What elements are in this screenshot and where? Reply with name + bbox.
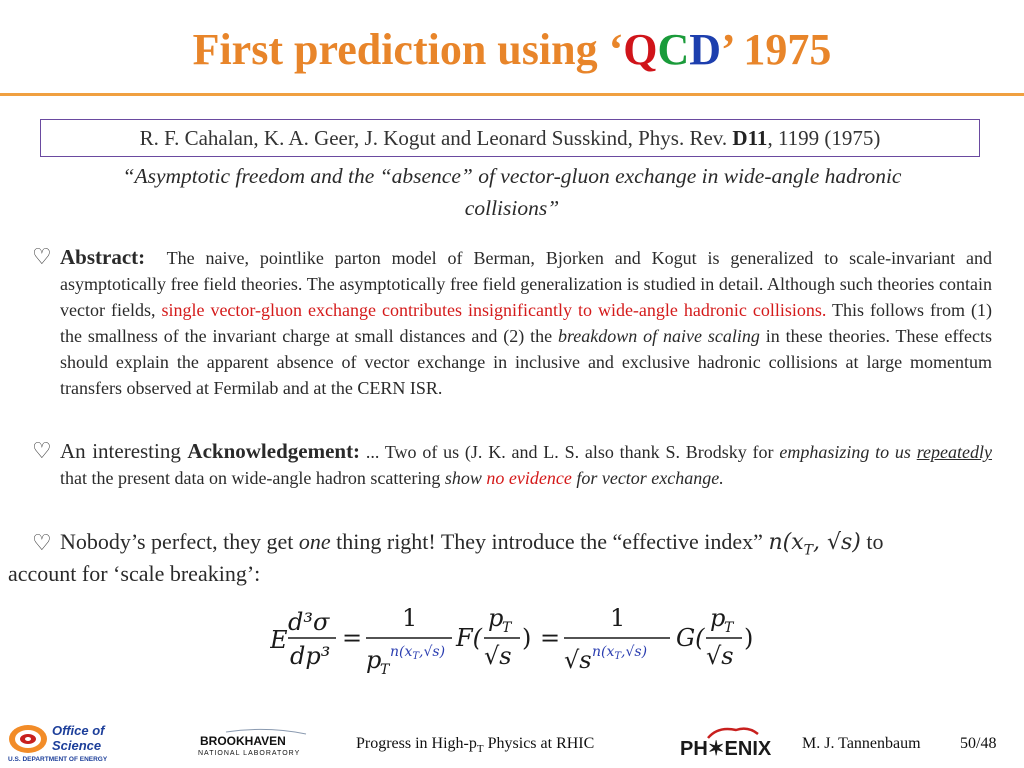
- eq-G-num: p: [710, 604, 725, 632]
- abstract-highlight: single vector-gluon exchange contributes…: [161, 300, 827, 320]
- eq-equals-1: =: [342, 624, 362, 652]
- eq-F-num: p: [488, 604, 503, 632]
- eq-F-den: √s: [484, 642, 512, 670]
- effective-index-text-3: to: [860, 529, 884, 554]
- effective-index-line-1: Nobody’s perfect, they get one thing rig…: [60, 526, 1020, 566]
- eq-numerator-2: 1: [610, 604, 625, 632]
- acknowledgement-italic-1: emphasizing to us: [779, 442, 917, 462]
- heart-bullet-icon: ♡: [32, 245, 52, 270]
- acknowledgement-text-1: ... Two of us (J. K. and L. S. also than…: [360, 442, 780, 462]
- author-name: M. J. Tannenbaum: [802, 735, 921, 752]
- effective-index-text-1: Nobody’s perfect, they get: [60, 529, 299, 554]
- abstract-heading: Abstract:: [60, 245, 146, 269]
- eq-dp3: dp³: [290, 642, 330, 670]
- paper-title-line-2: collisions”: [464, 196, 560, 220]
- eq-numerator-1: 1: [402, 604, 417, 632]
- heart-bullet-icon: ♡: [32, 439, 52, 464]
- office-line-1: Office of: [52, 723, 106, 738]
- abstract-text-1: The naive, pointlike parton model of Ber…: [60, 248, 992, 320]
- phenix-logo: PH✶ENIX: [680, 727, 772, 760]
- acknowledgement-italic-3: for vector exchange.: [576, 468, 724, 488]
- talk-title: Progress in High-pT Physics at RHIC: [356, 735, 595, 756]
- acknowledgement-highlight: no evidence: [481, 468, 572, 488]
- eq-G: G(: [676, 624, 705, 652]
- slide-footer: [0, 710, 1024, 768]
- abstract-paragraph: Abstract: The naive, pointlike parton mo…: [60, 244, 992, 401]
- eq-F-num-sub: T: [502, 620, 513, 636]
- eq-G-close: ): [744, 624, 753, 652]
- eq-d3sigma: d³σ: [288, 608, 330, 636]
- bnl-arc-icon: [225, 728, 307, 735]
- acknowledgement-italic-2: show: [444, 468, 482, 488]
- office-of-science-logo: Office of Science U.S. DEPARTMENT OF ENE…: [8, 723, 108, 763]
- eq-F: F(: [455, 624, 483, 652]
- phenix-wordmark: PH✶ENIX: [680, 738, 772, 760]
- eq-pT: p: [366, 646, 381, 674]
- effective-index-italic: one: [298, 529, 331, 554]
- phenix-bird-icon: [707, 727, 759, 739]
- eq-pT-sub: T: [380, 662, 391, 678]
- eq-exponent-2: n(xT,√s): [592, 644, 647, 662]
- abstract-text-2: This follows from (1) the smallness of t…: [60, 300, 993, 346]
- eq-F-close: ): [522, 624, 531, 652]
- office-line-3: U.S. DEPARTMENT OF ENERGY: [8, 756, 108, 763]
- citation-pages-year: , 1199 (1975): [767, 126, 881, 150]
- citation-authors: R. F. Cahalan, K. A. Geer, J. Kogut and …: [139, 126, 733, 150]
- heart-bullet-icon: ♡: [32, 531, 52, 556]
- title-prefix: First prediction using ‘: [192, 25, 624, 74]
- eq-E: E: [270, 626, 288, 654]
- cross-section-equation: E d³σ dp³ = 1 p T n(xT,√s) F( p T √s ) =…: [270, 604, 753, 678]
- acknowledgement-paragraph: An interesting Acknowledgement: ... Two …: [60, 438, 992, 491]
- eq-sqrt-s-den: √s: [564, 646, 592, 674]
- acknowledgement-underlined: repeatedly: [916, 442, 993, 462]
- title-divider: [0, 93, 1024, 96]
- bnl-line-2: NATIONAL LABORATORY: [198, 750, 300, 757]
- office-line-2: Science: [52, 738, 101, 753]
- effective-index-line-2: account for ‘scale breaking’:: [8, 561, 261, 586]
- page-number: 50/48: [960, 735, 997, 752]
- title-letter-d: D: [689, 25, 722, 74]
- acknowledgement-lead: An interesting: [60, 439, 188, 463]
- eq-equals-2: =: [540, 624, 560, 652]
- abstract-italic: breakdown of naive scaling: [557, 326, 760, 346]
- title-letter-q: Q: [623, 25, 658, 74]
- doe-swirl-icon: [9, 725, 47, 753]
- brookhaven-logo: BROOKHAVEN NATIONAL LABORATORY: [198, 728, 307, 757]
- title-suffix: ’ 1975: [721, 25, 832, 74]
- slide-title: First prediction using ‘QCD’ 1975: [0, 22, 1024, 78]
- citation-volume: D11: [732, 126, 768, 150]
- paper-title: “Asymptotic freedom and the “absence” of…: [20, 160, 1004, 224]
- acknowledgement-text-2: that the present data on wide-angle hadr…: [60, 468, 445, 488]
- effective-index-math: n(xT, √s): [768, 530, 861, 559]
- bnl-line-1: BROOKHAVEN: [200, 734, 286, 748]
- paper-title-line-1: “Asymptotic freedom and the “absence” of…: [122, 164, 902, 188]
- effective-index-text-2: thing right! They introduce the “effecti…: [330, 529, 769, 554]
- eq-exponent-1: n(xT,√s): [390, 644, 445, 662]
- citation-box: R. F. Cahalan, K. A. Geer, J. Kogut and …: [40, 119, 980, 157]
- eq-G-num-sub: T: [724, 620, 735, 636]
- acknowledgement-heading: Acknowledgement:: [187, 439, 361, 463]
- title-letter-c: C: [657, 25, 690, 74]
- eq-G-den: √s: [706, 642, 734, 670]
- abstract-text-3: in these theories. These effects should …: [60, 326, 992, 398]
